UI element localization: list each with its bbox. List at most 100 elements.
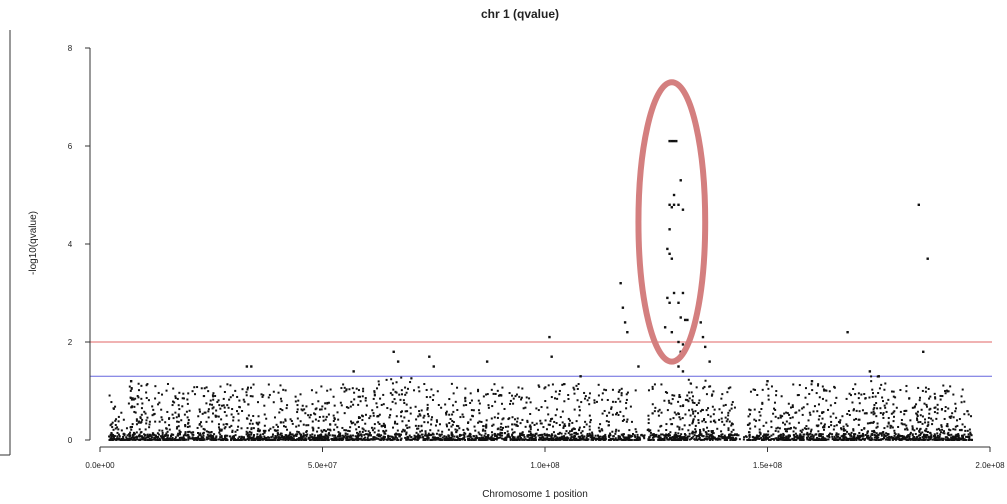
data-point: [817, 403, 820, 406]
data-point: [500, 432, 503, 435]
data-point: [452, 410, 455, 413]
data-point: [918, 431, 921, 434]
data-point: [365, 438, 368, 441]
data-point: [314, 413, 317, 416]
data-point: [939, 394, 942, 397]
data-point: [799, 429, 802, 432]
data-point: [722, 404, 725, 407]
data-point: [321, 405, 324, 408]
data-point: [215, 409, 218, 412]
data-point: [138, 420, 141, 423]
data-point: [249, 395, 252, 398]
data-point: [671, 394, 674, 397]
data-point: [367, 430, 370, 433]
data-point: [151, 433, 154, 436]
data-point: [813, 405, 816, 408]
data-point: [580, 437, 583, 440]
data-point: [172, 417, 175, 420]
data-point: [496, 416, 499, 419]
data-point: [157, 391, 160, 394]
data-point: [532, 437, 535, 440]
data-point: [218, 438, 221, 441]
data-point-notable: [672, 193, 676, 197]
data-point: [180, 419, 183, 422]
data-point: [827, 408, 830, 411]
data-point: [301, 437, 304, 440]
data-point: [508, 392, 511, 395]
data-point: [183, 413, 186, 416]
data-point: [895, 406, 898, 409]
data-point: [932, 435, 935, 438]
data-point: [748, 422, 751, 425]
data-point: [885, 438, 888, 441]
data-point: [857, 435, 860, 438]
data-point: [405, 438, 408, 441]
data-point: [219, 407, 222, 410]
data-point: [519, 433, 522, 436]
data-point: [753, 418, 756, 421]
data-point: [179, 438, 182, 441]
data-point: [824, 437, 827, 440]
data-point: [116, 438, 119, 441]
data-point: [785, 430, 788, 433]
data-point: [467, 438, 470, 441]
data-point: [342, 436, 345, 439]
data-point: [692, 435, 695, 438]
data-point: [679, 418, 682, 421]
data-point: [422, 438, 425, 441]
data-point: [528, 430, 531, 433]
data-point: [463, 431, 466, 434]
data-point: [951, 435, 954, 438]
data-point: [125, 437, 128, 440]
data-point: [424, 434, 427, 437]
data-point: [252, 439, 255, 441]
data-point: [484, 436, 487, 439]
data-point: [817, 383, 820, 386]
data-point: [842, 429, 845, 432]
data-point: [373, 394, 376, 397]
data-point: [265, 417, 268, 420]
data-point: [730, 430, 733, 433]
data-point: [562, 426, 565, 429]
data-point: [919, 396, 922, 399]
data-point: [221, 438, 224, 441]
data-point: [349, 405, 352, 408]
data-point: [704, 437, 707, 440]
data-point: [176, 420, 179, 423]
data-point: [710, 394, 713, 397]
data-point: [882, 412, 885, 415]
data-point: [567, 394, 570, 397]
data-point: [881, 431, 884, 434]
data-point: [373, 390, 376, 393]
data-point: [243, 438, 246, 441]
data-point: [440, 433, 443, 436]
data-point: [493, 383, 496, 386]
data-point: [659, 438, 662, 441]
data-point: [328, 434, 331, 437]
data-point: [223, 411, 226, 414]
data-point: [484, 432, 487, 435]
data-point: [630, 420, 633, 423]
data-point: [110, 434, 113, 437]
data-point: [373, 436, 376, 439]
data-point-notable: [766, 380, 769, 383]
data-point: [805, 436, 808, 439]
data-point: [127, 438, 130, 441]
data-point: [578, 414, 581, 417]
data-point: [182, 392, 185, 395]
data-point: [657, 436, 660, 439]
data-point: [682, 438, 685, 441]
data-point: [941, 408, 944, 411]
data-point: [628, 438, 631, 441]
data-point: [137, 438, 140, 441]
data-point: [158, 420, 161, 423]
data-point: [473, 425, 476, 428]
data-point: [280, 436, 283, 439]
data-point: [260, 393, 263, 396]
data-point: [726, 436, 729, 439]
data-point: [392, 388, 395, 391]
data-point: [634, 436, 637, 439]
data-point: [464, 438, 467, 441]
data-point: [822, 428, 825, 431]
data-point: [137, 382, 140, 385]
